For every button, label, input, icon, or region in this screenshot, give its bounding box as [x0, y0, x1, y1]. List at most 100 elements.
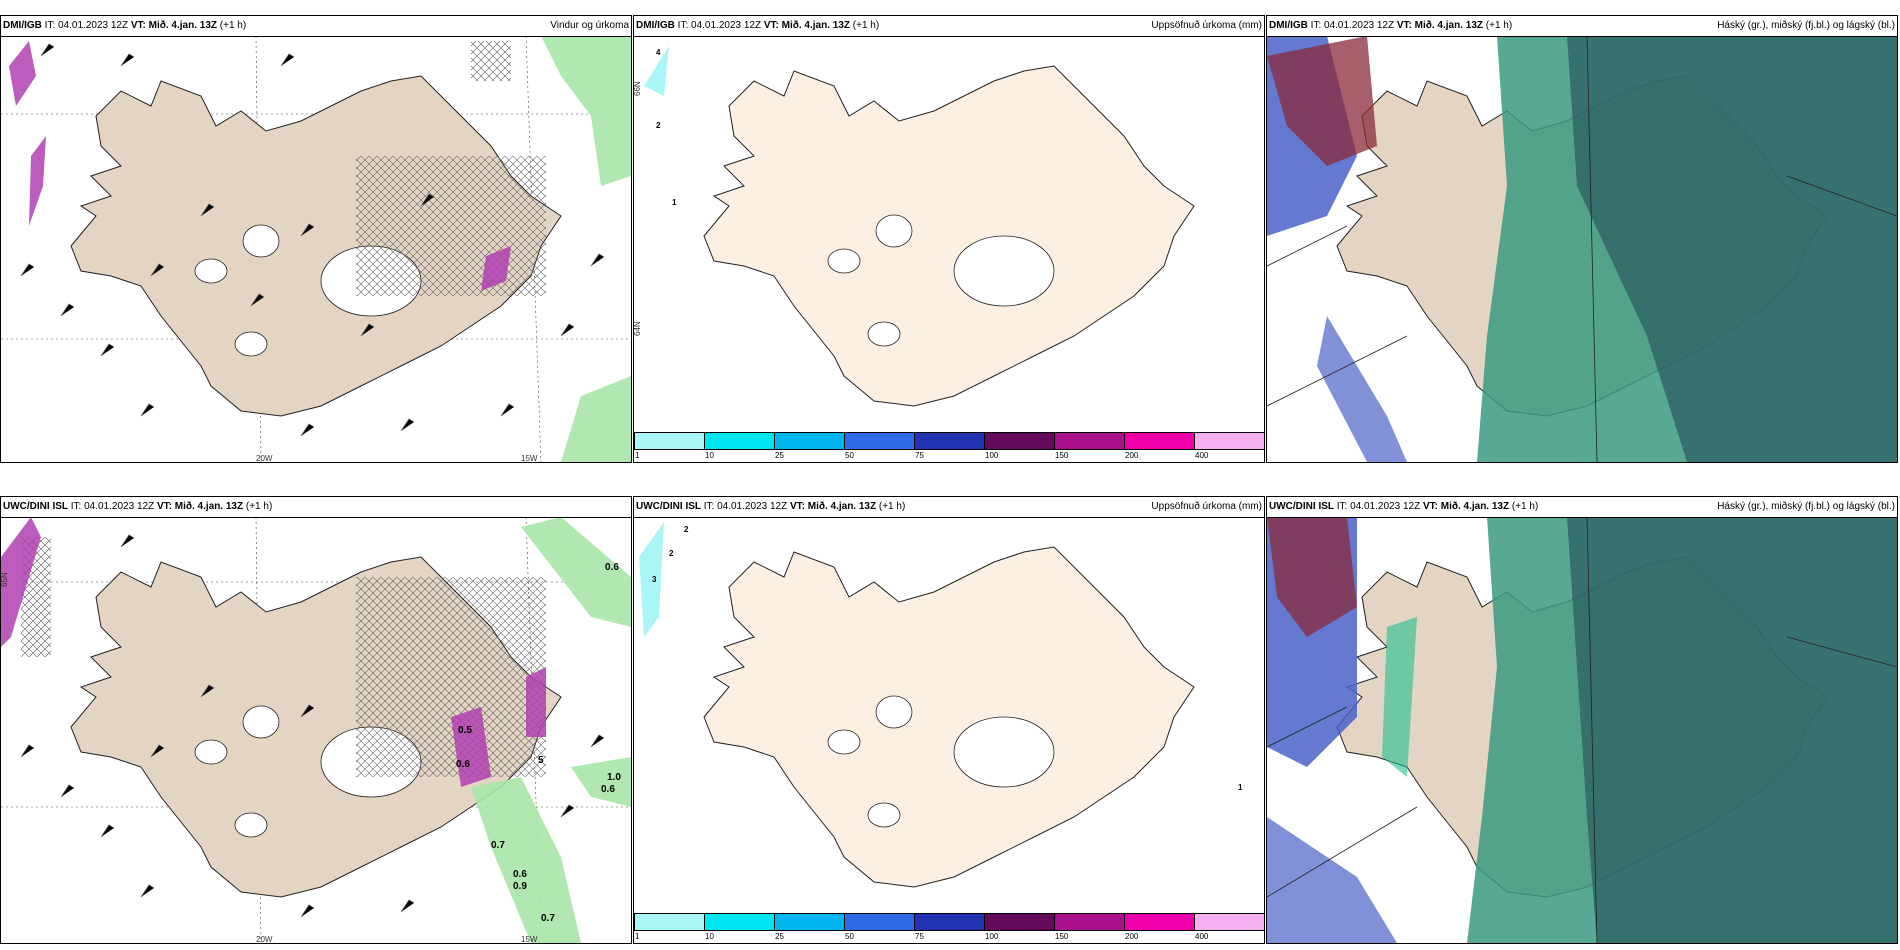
colorbar-cell: [914, 432, 985, 450]
colorbar-cell: [774, 913, 845, 931]
it-label: IT:: [70, 501, 82, 512]
low-cloud-area: [1567, 36, 1897, 462]
wind-value: 0.7: [491, 840, 505, 851]
colorbar-tick: 25: [775, 451, 784, 460]
precip-map[interactable]: [634, 36, 1264, 462]
colorbar-cell: [1054, 913, 1125, 931]
valid-time: Mið. 4.jan. 13Z: [807, 501, 877, 512]
colorbar-cell: [1124, 913, 1195, 931]
wind-value: 0.7: [541, 913, 555, 924]
model-source: UWC/DINI ISL: [1269, 501, 1334, 512]
wind-map[interactable]: [1, 517, 631, 943]
product-title: Uppsöfnuð úrkoma (mm): [1151, 20, 1262, 31]
precip-area: [639, 522, 664, 637]
iceland-land: [703, 546, 1195, 888]
panel-clouds-dmi[interactable]: DMI/IGB IT: 04.01.2023 12Z VT: Mið. 4.ja…: [1266, 15, 1898, 463]
colorbar-cell: [1054, 432, 1125, 450]
precip-value: 3: [652, 575, 657, 584]
colorbar-tick: 10: [705, 932, 714, 941]
precip-colorbar: 1 10 25 50 75 100 150 200 400: [634, 913, 1264, 943]
vt-label: VT:: [789, 501, 805, 512]
colorbar-tick: 1: [635, 932, 640, 941]
panel-header: DMI/IGB IT: 04.01.2023 12Z VT: Mið. 4.ja…: [1, 16, 631, 37]
colorbar-cell: [984, 913, 1055, 931]
valid-time: Mið. 4.jan. 13Z: [174, 501, 244, 512]
init-time: 04.01.2023 12Z: [717, 501, 788, 512]
colorbar-tick: 1: [635, 451, 640, 460]
colorbar-cell: [914, 913, 985, 931]
init-time: 04.01.2023 12Z: [691, 20, 762, 31]
vt-label: VT:: [763, 20, 779, 31]
cloud-map[interactable]: [1267, 36, 1897, 462]
lon-label-15w: 15W: [521, 454, 538, 463]
precip-map[interactable]: [634, 517, 1264, 943]
model-source: UWC/DINI ISL: [636, 501, 701, 512]
lead-time: (+1 h): [1485, 20, 1513, 31]
precip-value: 1: [1238, 783, 1243, 792]
colorbar-cell: [844, 432, 915, 450]
panel-precip-uwc[interactable]: UWC/DINI ISL IT: 04.01.2023 12Z VT: Mið.…: [633, 496, 1265, 944]
vt-label: VT:: [156, 501, 172, 512]
product-title: Háský (gr.), miðský (fj.bl.) og lágský (…: [1717, 501, 1895, 512]
precip-purple: [1, 517, 546, 787]
colorbar-tick: 100: [985, 451, 999, 460]
glaciers: [827, 695, 1055, 828]
graticule: [1267, 36, 1897, 462]
colorbar-tick: 200: [1125, 451, 1139, 460]
panel-wind-dmi[interactable]: DMI/IGB IT: 04.01.2023 12Z VT: Mið. 4.ja…: [0, 15, 632, 463]
wind-value: 0.6: [513, 869, 527, 880]
panel-clouds-uwc[interactable]: UWC/DINI ISL IT: 04.01.2023 12Z VT: Mið.…: [1266, 496, 1898, 944]
init-time: 04.01.2023 12Z: [1324, 20, 1395, 31]
colorbar-tick: 100: [985, 932, 999, 941]
lead-time: (+1 h): [878, 501, 906, 512]
colorbar-cell: [1124, 432, 1195, 450]
wind-value: 5: [538, 755, 544, 766]
lon-label-15w: 15W: [521, 935, 538, 944]
product-title: Vindur og úrkoma: [550, 20, 629, 31]
precip-value: 1: [672, 198, 677, 207]
iceland-land: [703, 65, 1195, 407]
lead-time: (+1 h): [219, 20, 247, 31]
panel-header: DMI/IGB IT: 04.01.2023 12Z VT: Mið. 4.ja…: [634, 16, 1264, 37]
wind-barbs: [20, 43, 605, 437]
glaciers: [827, 214, 1055, 347]
it-label: IT:: [1336, 501, 1348, 512]
colorbar-tick: 25: [775, 932, 784, 941]
wind-value: 0.6: [456, 759, 470, 770]
cloud-map[interactable]: [1267, 517, 1897, 943]
graticule: [1267, 517, 1897, 943]
lat-label: 65N: [0, 572, 9, 587]
panel-header: DMI/IGB IT: 04.01.2023 12Z VT: Mið. 4.ja…: [1267, 16, 1897, 37]
colorbar-tick: 150: [1055, 932, 1069, 941]
lon-label-20w: 20W: [256, 454, 273, 463]
precip-green: [541, 36, 631, 462]
low-cloud-area: [1567, 517, 1897, 943]
vt-label: VT:: [1422, 501, 1438, 512]
it-label: IT:: [1310, 20, 1322, 31]
precip-purple: [9, 41, 511, 291]
colorbar-cell: [844, 913, 915, 931]
colorbar-tick: 200: [1125, 932, 1139, 941]
lead-time: (+1 h): [245, 501, 273, 512]
colorbar-tick: 50: [845, 451, 854, 460]
lead-time: (+1 h): [852, 20, 880, 31]
panel-wind-uwc[interactable]: UWC/DINI ISL IT: 04.01.2023 12Z VT: Mið.…: [0, 496, 632, 944]
valid-time: Mið. 4.jan. 13Z: [781, 20, 850, 31]
precip-value: 2: [669, 549, 674, 558]
colorbar-tick: 400: [1195, 451, 1209, 460]
colorbar-cell: [1194, 432, 1264, 450]
wind-map[interactable]: [1, 36, 631, 462]
init-time: 04.01.2023 12Z: [1350, 501, 1421, 512]
valid-time: Mið. 4.jan. 13Z: [1414, 20, 1483, 31]
panel-header: UWC/DINI ISL IT: 04.01.2023 12Z VT: Mið.…: [1, 497, 631, 518]
wind-value: 0.6: [605, 562, 619, 573]
colorbar-cell: [704, 913, 775, 931]
wind-barbs: [20, 534, 605, 918]
panel-precip-dmi[interactable]: DMI/IGB IT: 04.01.2023 12Z VT: Mið. 4.ja…: [633, 15, 1265, 463]
it-label: IT:: [677, 20, 689, 31]
lon-label-20w: 20W: [256, 935, 273, 944]
colorbar-cell: [984, 432, 1055, 450]
precip-area: [644, 46, 669, 96]
init-time: 04.01.2023 12Z: [58, 20, 129, 31]
precip-colorbar: 1 10 25 50 75 100 150 200 400: [634, 432, 1264, 462]
